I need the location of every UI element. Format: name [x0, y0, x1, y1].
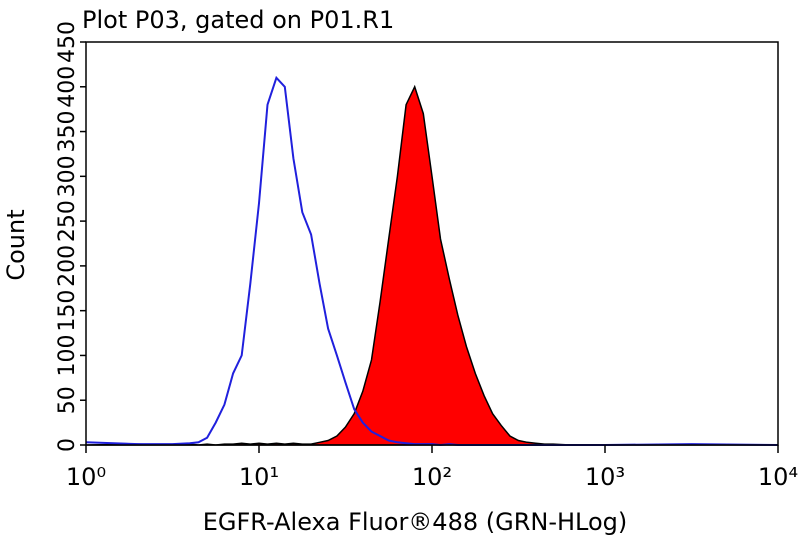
x-tick-label: 10⁴	[758, 463, 798, 491]
x-axis-label: EGFR-Alexa Fluor®488 (GRN-HLog)	[203, 508, 628, 536]
y-tick-label: 50	[55, 386, 80, 414]
y-tick-label: 450	[55, 21, 80, 63]
y-tick-label: 350	[55, 111, 80, 153]
y-tick-label: 150	[55, 290, 80, 332]
x-tick-label: 10²	[412, 463, 452, 491]
y-tick-label: 0	[55, 438, 80, 452]
histogram-area	[85, 84, 778, 446]
y-tick-label: 100	[55, 334, 80, 376]
y-tick-label: 300	[55, 155, 80, 197]
y-tick-label: 250	[55, 200, 80, 242]
x-tick-label: 10³	[585, 463, 625, 491]
chart-title: Plot P03, gated on P01.R1	[82, 6, 394, 34]
x-tick-label: 10⁰	[66, 463, 106, 491]
y-tick-label: 400	[55, 66, 80, 108]
y-tick-label: 200	[55, 245, 80, 287]
y-axis-label: Count	[2, 209, 30, 280]
x-tick-label: 10¹	[239, 463, 279, 491]
